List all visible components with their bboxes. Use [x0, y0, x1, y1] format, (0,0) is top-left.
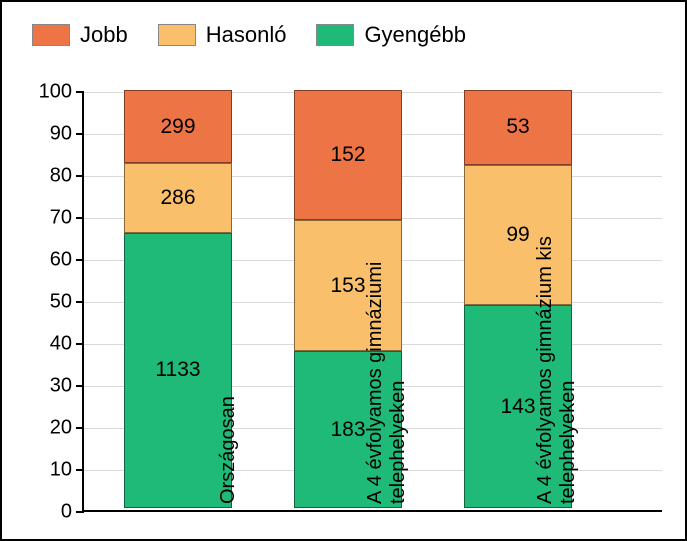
legend-item-gyengébb: Gyengébb — [316, 22, 466, 48]
y-axis-label: 60 — [50, 249, 72, 272]
y-tick — [76, 343, 84, 345]
y-axis-label: 100 — [39, 81, 72, 104]
legend-swatch — [316, 24, 354, 46]
bar-segment-gyengebb: 1133 — [124, 233, 232, 508]
y-tick — [76, 385, 84, 387]
y-axis-label: 70 — [50, 207, 72, 230]
category-label-line: telephelyeken — [557, 236, 580, 504]
legend: Jobb Hasonló Gyengébb — [32, 22, 466, 48]
plot-area: 01020304050607080901001133286299Országos… — [82, 92, 662, 512]
legend-swatch — [32, 24, 70, 46]
bar-segment-hasonlo: 286 — [124, 163, 232, 232]
bar-segment-value: 1133 — [155, 358, 200, 382]
legend-swatch — [158, 24, 196, 46]
y-tick — [76, 511, 84, 513]
y-axis-label: 80 — [50, 165, 72, 188]
y-tick — [76, 301, 84, 303]
bar-segment-value: 299 — [160, 115, 195, 139]
y-tick — [76, 91, 84, 93]
bar-segment-value: 152 — [330, 143, 365, 167]
category-label-line: A 4 évfolyamos gimnáziumi — [364, 262, 386, 504]
legend-item-hasonló: Hasonló — [158, 22, 287, 48]
bar-segment-value: 143 — [500, 395, 535, 419]
legend-label: Jobb — [80, 22, 128, 48]
category-label-line: telephelyeken — [387, 262, 410, 504]
y-axis-label: 10 — [50, 459, 72, 482]
legend-label: Hasonló — [206, 22, 287, 48]
plot: 01020304050607080901001133286299Országos… — [82, 92, 662, 512]
category-label: A 4 évfolyamos gimnázium kistelephelyeke… — [534, 236, 580, 504]
bar-segment-jobb: 152 — [294, 90, 402, 220]
bar-segment-jobb: 53 — [464, 90, 572, 165]
chart-frame: Jobb Hasonló Gyengébb 0 10 20 30 40 50 60 70 80 90 1… — [0, 0, 687, 541]
bar-segment-value: 183 — [330, 418, 365, 442]
bar-segment-value: 99 — [506, 223, 529, 247]
y-tick — [76, 133, 84, 135]
y-tick — [76, 217, 84, 219]
legend-label: Gyengébb — [364, 22, 466, 48]
y-axis-label: 0 — [61, 501, 72, 524]
y-axis-label: 30 — [50, 375, 72, 398]
y-tick — [76, 427, 84, 429]
stacked-bar: 1133 286 299 — [124, 90, 232, 508]
category-label: Országosan — [217, 396, 240, 504]
legend-item-jobb: Jobb — [32, 22, 128, 48]
y-axis-label: 50 — [50, 291, 72, 314]
y-axis-label: 90 — [50, 123, 72, 146]
bar-segment-value: 53 — [506, 115, 529, 139]
category-label: A 4 évfolyamos gimnáziumitelephelyeken — [364, 262, 410, 504]
y-axis-label: 20 — [50, 417, 72, 440]
y-axis-label: 40 — [50, 333, 72, 356]
category-label-line: A 4 évfolyamos gimnázium kis — [534, 236, 556, 504]
y-tick — [76, 469, 84, 471]
bar-segment-value: 286 — [160, 186, 195, 210]
y-tick — [76, 175, 84, 177]
bar-segment-jobb: 299 — [124, 90, 232, 163]
y-tick — [76, 259, 84, 261]
bar-segment-value: 153 — [330, 274, 365, 298]
